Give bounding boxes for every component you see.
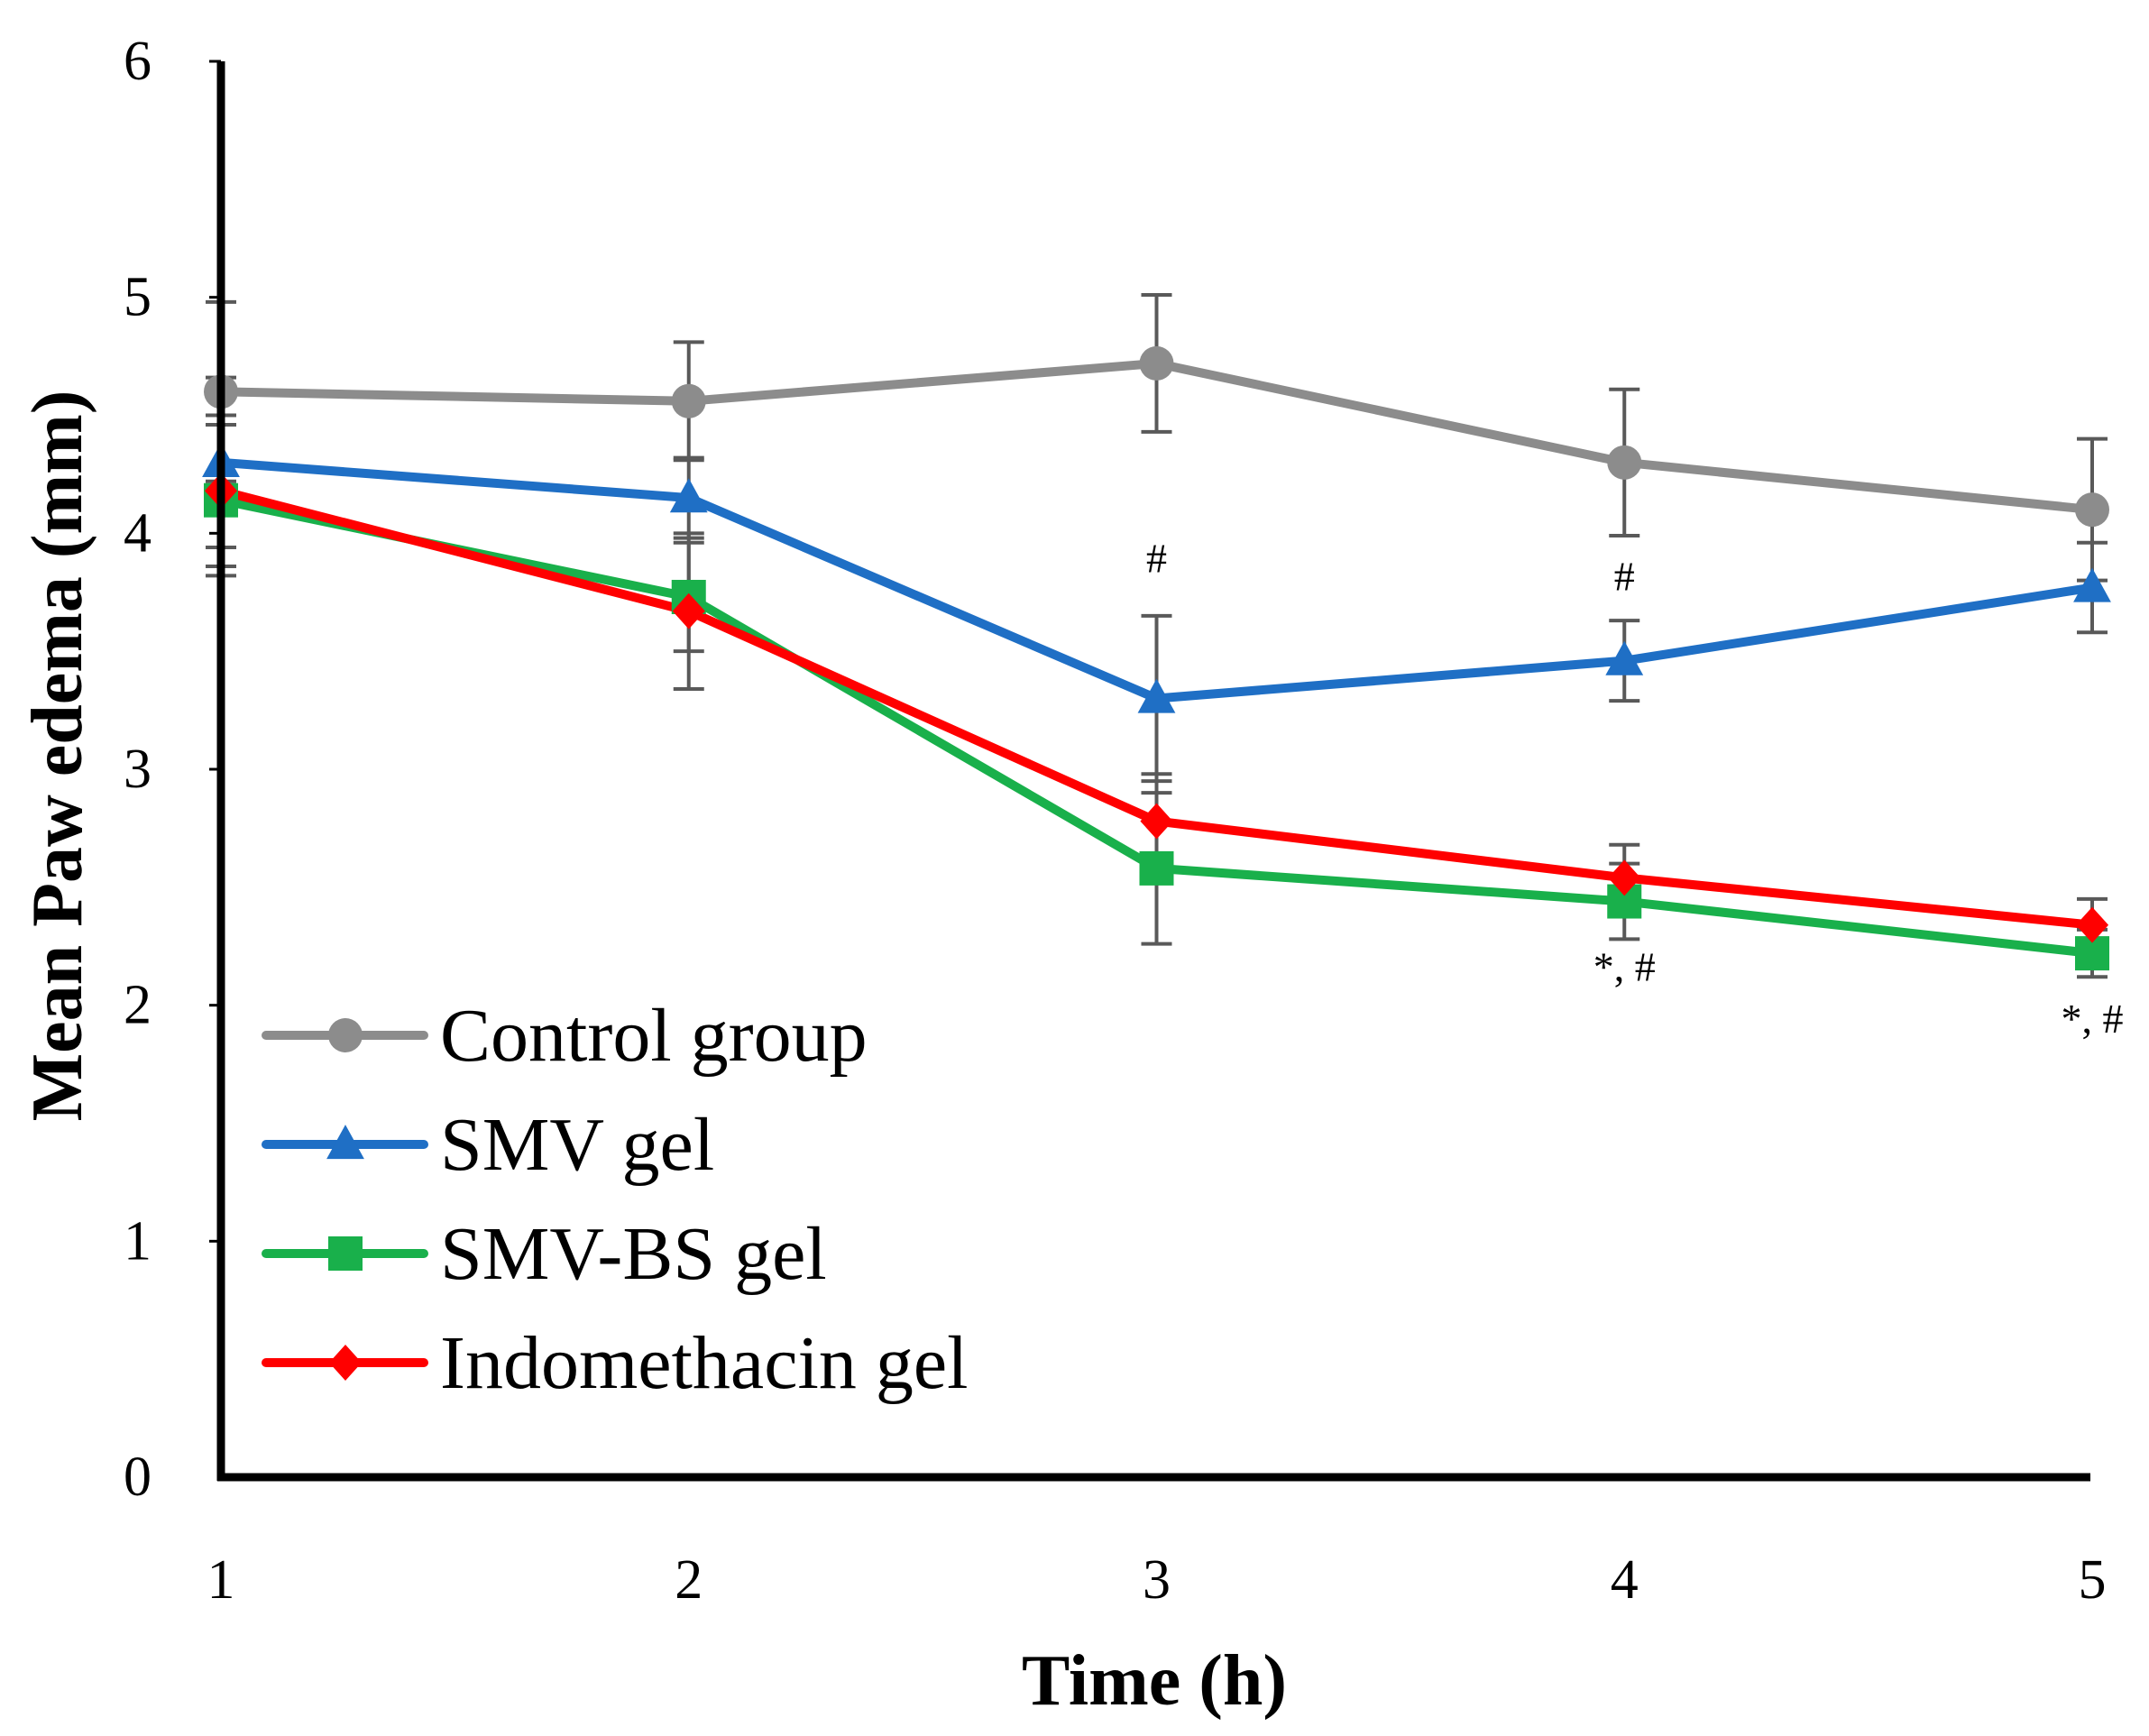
legend-label: SMV-BS gel <box>440 1212 827 1296</box>
data-point <box>671 383 706 418</box>
data-point <box>1139 850 1174 886</box>
legend-entry: Control group <box>262 994 868 1078</box>
legend-entry: Indomethacin gel <box>262 1321 968 1405</box>
y-tick-label: 4 <box>124 502 152 564</box>
data-point <box>2073 567 2111 602</box>
data-point <box>1607 445 1642 480</box>
x-axis-title: Time (h) <box>1022 1641 1287 1721</box>
significance-annotation: # <box>1614 554 1635 600</box>
data-point <box>672 592 705 629</box>
x-tick-label: 2 <box>675 1549 703 1611</box>
y-tick-label: 1 <box>124 1210 152 1272</box>
y-tick-label: 5 <box>124 267 152 328</box>
data-point <box>1140 803 1173 840</box>
legend-marker <box>328 1236 363 1271</box>
legend: Control group SMV gel SMV-BS gel Indomethac… <box>262 994 968 1405</box>
legend-entry: SMV-BS gel <box>262 1212 827 1296</box>
legend-label: SMV gel <box>440 1103 714 1187</box>
data-point <box>2075 906 2109 943</box>
x-tick-label: 3 <box>1143 1549 1171 1611</box>
legend-label: Control group <box>440 994 868 1078</box>
data-point <box>1139 345 1174 381</box>
data-point <box>1608 859 1641 896</box>
x-tick-label: 5 <box>2079 1549 2107 1611</box>
legend-label: Indomethacin gel <box>440 1321 968 1405</box>
significance-annotation: # <box>1146 536 1167 582</box>
legend-marker <box>326 1125 364 1160</box>
y-tick-label: 6 <box>124 31 152 92</box>
legend-entry: SMV gel <box>262 1103 714 1187</box>
x-tick-label: 4 <box>1611 1549 1639 1611</box>
x-axis-ticks: 1 2 3 4 5 <box>207 1549 2107 1611</box>
y-axis-ticks: 0 1 2 3 4 5 6 <box>124 31 221 1508</box>
data-point <box>2075 492 2109 528</box>
x-tick-label: 1 <box>207 1549 235 1611</box>
data-point <box>1605 640 1644 675</box>
legend-marker <box>328 1345 363 1381</box>
data-point <box>1137 678 1176 713</box>
significance-annotation: *, # <box>2062 996 2124 1042</box>
legend-marker <box>328 1018 363 1052</box>
y-axis-title: Mean Paw edema (mm) <box>18 390 97 1122</box>
significance-annotation: *, # <box>1593 944 1656 990</box>
significance-annotations: # # *, # *, # <box>1146 536 2124 1043</box>
y-tick-label: 3 <box>124 739 152 800</box>
data-point <box>669 478 708 513</box>
y-tick-label: 2 <box>124 975 152 1036</box>
y-tick-label: 0 <box>124 1447 152 1508</box>
